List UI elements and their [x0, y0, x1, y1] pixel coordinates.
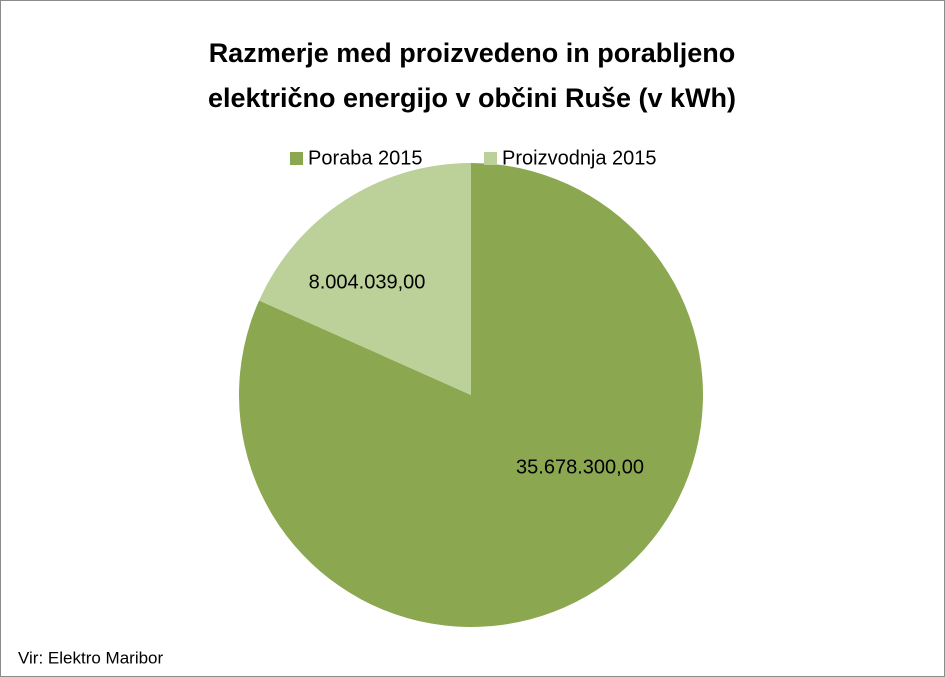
- pie-slice: [238, 163, 703, 627]
- legend-swatch: [484, 152, 497, 165]
- data-label: 8.004.039,00: [309, 271, 426, 293]
- chart-title: Razmerje med proizvedeno in porabljeno: [209, 38, 736, 68]
- data-label: 35.678.300,00: [516, 456, 644, 478]
- pie-slice: [259, 163, 471, 395]
- legend-swatch: [290, 152, 303, 165]
- legend-label: Poraba 2015: [308, 147, 423, 169]
- legend-label: Proizvodnja 2015: [502, 147, 657, 169]
- chart-title: električno energijo v občini Ruše (v kWh…: [208, 83, 736, 113]
- source-note: Vir: Elektro Maribor: [18, 648, 164, 667]
